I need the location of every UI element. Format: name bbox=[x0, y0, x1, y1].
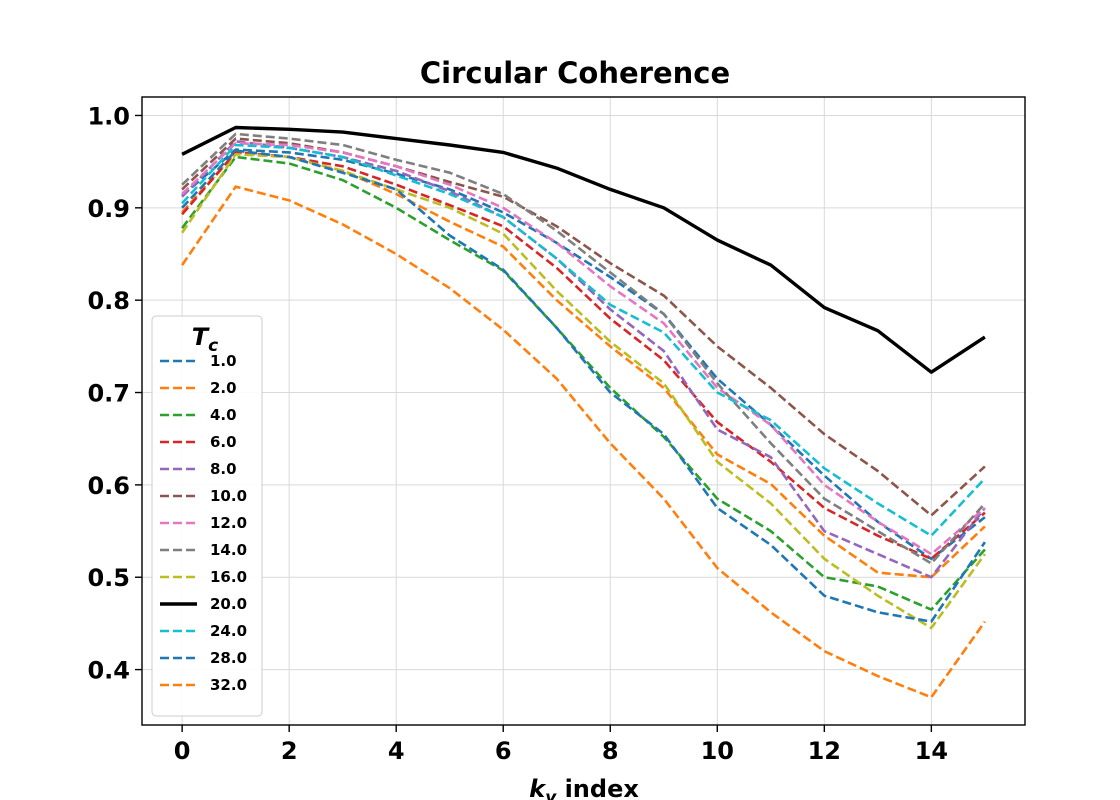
legend-label: 20.0 bbox=[210, 595, 247, 613]
x-tick-label: 4 bbox=[388, 737, 405, 765]
legend-label: 12.0 bbox=[210, 514, 247, 532]
x-tick-label: 8 bbox=[602, 737, 619, 765]
legend-label: 14.0 bbox=[210, 541, 247, 559]
legend-title: Tc bbox=[192, 323, 218, 356]
y-axis: 0.4 0.5 0.6 0.7 0.8 0.9 1.0 bbox=[87, 102, 142, 685]
series-line-24-0 bbox=[181, 143, 986, 538]
series-line-6-0 bbox=[181, 151, 986, 561]
x-tick-label: 6 bbox=[495, 737, 512, 765]
legend-label: 10.0 bbox=[210, 487, 247, 505]
series-line-4-0 bbox=[181, 155, 986, 611]
series-line-1-0 bbox=[181, 148, 986, 561]
legend: Tc 1.0 2.0 4.0 6.0 8.0 10.0 12.0 14.0 16.0 20.0 24… bbox=[151, 315, 263, 717]
y-tick-label: 0.4 bbox=[87, 657, 130, 685]
y-tick-label: 0.5 bbox=[87, 564, 130, 592]
x-tick-label: 0 bbox=[174, 737, 191, 765]
legend-items: 1.0 2.0 4.0 6.0 8.0 10.0 12.0 14.0 16.0 20.0 24.0 2… bbox=[160, 352, 247, 694]
legend-label: 28.0 bbox=[210, 649, 247, 667]
series-line-10-0 bbox=[181, 137, 986, 517]
x-tick-label: 14 bbox=[915, 737, 948, 765]
x-axis-label: ky index bbox=[529, 775, 639, 800]
y-tick-label: 0.8 bbox=[87, 287, 130, 315]
series-line-32-0 bbox=[181, 185, 986, 699]
series-line-20-0 bbox=[181, 125, 986, 374]
plot-area-frame bbox=[141, 96, 1026, 726]
y-tick-label: 0.7 bbox=[87, 380, 130, 408]
y-tick-label: 0.9 bbox=[87, 195, 130, 223]
legend-label: 24.0 bbox=[210, 622, 247, 640]
legend-label: 6.0 bbox=[210, 433, 237, 451]
series-layer bbox=[181, 125, 986, 699]
y-tick-label: 0.6 bbox=[87, 472, 130, 500]
series-line-28-0 bbox=[181, 149, 986, 623]
legend-label: 1.0 bbox=[210, 352, 237, 370]
x-tick-label: 12 bbox=[808, 737, 841, 765]
series-line-2-0 bbox=[181, 151, 986, 579]
grid bbox=[142, 97, 1025, 725]
legend-label: 32.0 bbox=[210, 676, 247, 694]
series-line-12-0 bbox=[181, 141, 986, 556]
x-tick-label: 10 bbox=[701, 737, 734, 765]
legend-label: 8.0 bbox=[210, 460, 237, 478]
y-tick-label: 1.0 bbox=[87, 102, 130, 130]
series-line-16-0 bbox=[181, 153, 986, 630]
legend-label: 4.0 bbox=[210, 406, 237, 424]
legend-label: 2.0 bbox=[210, 379, 237, 397]
chart-title: Circular Coherence bbox=[420, 56, 730, 90]
legend-label: 16.0 bbox=[210, 568, 247, 586]
x-tick-label: 2 bbox=[281, 737, 298, 765]
series-line-14-0 bbox=[181, 132, 986, 565]
x-axis: 0 2 4 6 8 10 12 14 bbox=[174, 725, 948, 765]
